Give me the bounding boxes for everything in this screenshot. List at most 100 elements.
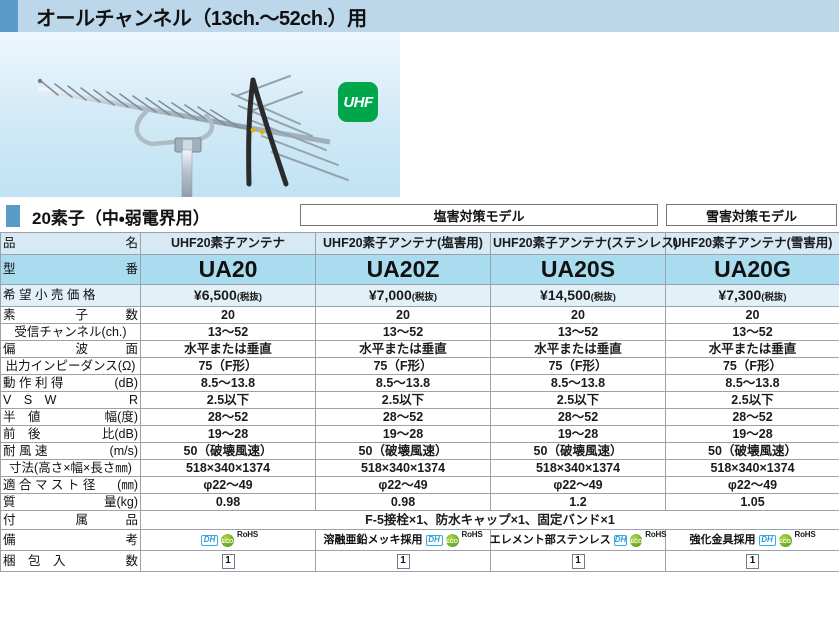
row-label-elements: 素子 数 <box>0 306 141 324</box>
row-label-price: 希 望 小 売 価 格 <box>0 284 141 307</box>
table-row-accessories: 付属 品 F-5接栓×1、防水キャップ×1、固定バンド×1 <box>0 510 839 530</box>
table-row-remarks: 備考 DH ECO RoHS 溶融亜鉛メッキ採用 DH ECO RoHS <box>0 529 839 551</box>
cell-channels-ua20s: 13〜52 <box>490 323 666 341</box>
row-label-model: 型番 <box>0 254 141 285</box>
cell-remarks-ua20s: エレメント部ステンレス DH ECO RoHS <box>489 529 667 551</box>
cell-fb-ua20: 19〜28 <box>140 425 316 443</box>
cell-elements-ua20: 20 <box>140 306 316 324</box>
cell-elements-ua20g: 20 <box>665 306 839 324</box>
cell-model-ua20s: UA20S <box>490 254 666 285</box>
row-label-polarization: 偏波 面 <box>0 340 141 358</box>
cell-pack-ua20: 1 <box>140 550 316 572</box>
cell-name-ua20g: UHF20素子アンテナ(雪害用) <box>665 232 839 255</box>
table-row-gain: 動 作 利 得 (dB) 8.5〜13.8 8.5〜13.8 8.5〜13.8 8… <box>0 374 839 392</box>
cell-vswr-ua20s: 2.5以下 <box>490 391 666 409</box>
dh-icon: DH <box>425 534 443 546</box>
remarks-text-ua20g: 強化金具採用 <box>689 533 756 546</box>
cell-pack-ua20z: 1 <box>315 550 491 572</box>
cell-dimensions-ua20g: 518×340×1374 <box>665 459 839 477</box>
rohs-icon: RoHS <box>794 530 816 539</box>
cell-impedance-ua20: 75（F形） <box>140 357 316 375</box>
cell-wind-ua20s: 50（破壊風速） <box>490 442 666 460</box>
cell-elements-ua20z: 20 <box>315 306 491 324</box>
antenna-drawing-svg <box>0 32 839 197</box>
rohs-icon: RoHS <box>461 530 483 539</box>
row-label-accessories: 付属 品 <box>0 510 141 530</box>
table-row-polarization: 偏波 面 水平または垂直 水平または垂直 水平または垂直 水平または垂直 <box>0 340 839 358</box>
title-accent-block <box>0 0 18 32</box>
cell-beamwidth-ua20g: 28〜52 <box>665 408 839 426</box>
row-label-remarks: 備考 <box>0 529 141 551</box>
row-label-beamwidth: 半 値幅(度) <box>0 408 141 426</box>
specification-table: 品名 UHF20素子アンテナ UHF20素子アンテナ(塩害用) UHF20素子ア… <box>0 232 839 572</box>
cell-name-ua20s: UHF20素子アンテナ(ステンレス) <box>490 232 678 255</box>
remarks-text-ua20s: エレメント部ステンレス <box>489 533 611 546</box>
cell-polarization-ua20s: 水平または垂直 <box>490 340 666 358</box>
cell-price-ua20z: ¥7,000(税抜) <box>315 284 491 307</box>
row-label-channels: 受信チャンネル(ch.) <box>0 323 141 341</box>
cell-weight-ua20z: 0.98 <box>315 493 491 511</box>
pack-qty-badge: 1 <box>571 553 585 569</box>
cell-price-ua20s: ¥14,500(税抜) <box>490 284 666 307</box>
table-row-front-back-ratio: 前 後比(dB) 19〜28 19〜28 19〜28 19〜28 <box>0 425 839 443</box>
table-row-product-name: 品名 UHF20素子アンテナ UHF20素子アンテナ(塩害用) UHF20素子ア… <box>0 232 839 255</box>
group-header-snow: 雪害対策モデル <box>666 204 837 226</box>
row-label-name: 品名 <box>0 232 141 255</box>
cell-price-ua20g: ¥7,300(税抜) <box>665 284 839 307</box>
cell-impedance-ua20z: 75（F形） <box>315 357 491 375</box>
cell-impedance-ua20g: 75（F形） <box>665 357 839 375</box>
eco-icon: ECO <box>221 533 234 547</box>
cell-polarization-ua20: 水平または垂直 <box>140 340 316 358</box>
dh-icon: DH <box>613 534 628 546</box>
table-row-beamwidth: 半 値幅(度) 28〜52 28〜52 28〜52 28〜52 <box>0 408 839 426</box>
cell-beamwidth-ua20z: 28〜52 <box>315 408 491 426</box>
pack-qty-badge: 1 <box>396 553 410 569</box>
table-row-wind-speed: 耐 風 速 (m/s) 50（破壊風速） 50（破壊風速） 50（破壊風速） 50… <box>0 442 839 460</box>
pack-qty-badge: 1 <box>221 553 235 569</box>
cell-remarks-ua20: DH ECO RoHS <box>140 529 316 551</box>
uhf-badge-icon: UHF <box>338 82 378 122</box>
row-label-front-back-ratio: 前 後比(dB) <box>0 425 141 443</box>
table-row-dimensions: 寸法(高さ×幅×長さ㎜) 518×340×1374 518×340×1374 5… <box>0 459 839 477</box>
table-row-mast-diameter: 適 合 マ ス ト 径 (㎜) φ22〜49 φ22〜49 φ22〜49 φ22〜… <box>0 476 839 494</box>
eco-icon: ECO <box>445 533 459 547</box>
row-label-package-qty: 梱 包 入数 <box>0 550 141 572</box>
cell-vswr-ua20g: 2.5以下 <box>665 391 839 409</box>
group-header-salt: 塩害対策モデル <box>300 204 658 226</box>
cell-wind-ua20: 50（破壊風速） <box>140 442 316 460</box>
page-title: オールチャンネル（13ch.〜52ch.）用 <box>36 7 367 30</box>
remarks-text-ua20z: 溶融亜鉛メッキ採用 <box>323 533 423 546</box>
cell-model-ua20g: UA20G <box>665 254 839 285</box>
row-label-weight: 質量(kg) <box>0 493 141 511</box>
cell-gain-ua20z: 8.5〜13.8 <box>315 374 491 392</box>
cell-fb-ua20z: 19〜28 <box>315 425 491 443</box>
rohs-icon: RoHS <box>237 530 258 539</box>
table-row-channels: 受信チャンネル(ch.) 13〜52 13〜52 13〜52 13〜52 <box>0 323 839 341</box>
cell-pack-ua20g: 1 <box>665 550 839 572</box>
cell-beamwidth-ua20s: 28〜52 <box>490 408 666 426</box>
cell-vswr-ua20z: 2.5以下 <box>315 391 491 409</box>
cell-pack-ua20s: 1 <box>490 550 666 572</box>
group-header-group: 塩害対策モデル 雪害対策モデル <box>300 204 837 226</box>
eco-icon: ECO <box>630 533 643 547</box>
rohs-icon: RoHS <box>645 530 667 539</box>
row-label-wind-speed: 耐 風 速 (m/s) <box>0 442 141 460</box>
cell-name-ua20: UHF20素子アンテナ <box>140 232 316 255</box>
cell-wind-ua20z: 50（破壊風速） <box>315 442 491 460</box>
cell-price-ua20: ¥6,500(税抜) <box>140 284 316 307</box>
cell-remarks-ua20z: 溶融亜鉛メッキ採用 DH ECO RoHS <box>315 529 491 551</box>
cell-dimensions-ua20: 518×340×1374 <box>140 459 316 477</box>
cell-model-ua20z: UA20Z <box>315 254 491 285</box>
cell-weight-ua20s: 1.2 <box>490 493 666 511</box>
antenna-illustration <box>0 32 839 197</box>
cell-gain-ua20: 8.5〜13.8 <box>140 374 316 392</box>
table-row-weight: 質量(kg) 0.98 0.98 1.2 1.05 <box>0 493 839 511</box>
cell-channels-ua20z: 13〜52 <box>315 323 491 341</box>
cell-gain-ua20g: 8.5〜13.8 <box>665 374 839 392</box>
cell-weight-ua20: 0.98 <box>140 493 316 511</box>
product-image-panel: UHF UA20 <box>0 32 839 200</box>
table-row-impedance: 出力インピーダンス(Ω) 75（F形） 75（F形） 75（F形） 75（F形） <box>0 357 839 375</box>
cell-polarization-ua20g: 水平または垂直 <box>665 340 839 358</box>
row-label-dimensions: 寸法(高さ×幅×長さ㎜) <box>0 459 141 477</box>
